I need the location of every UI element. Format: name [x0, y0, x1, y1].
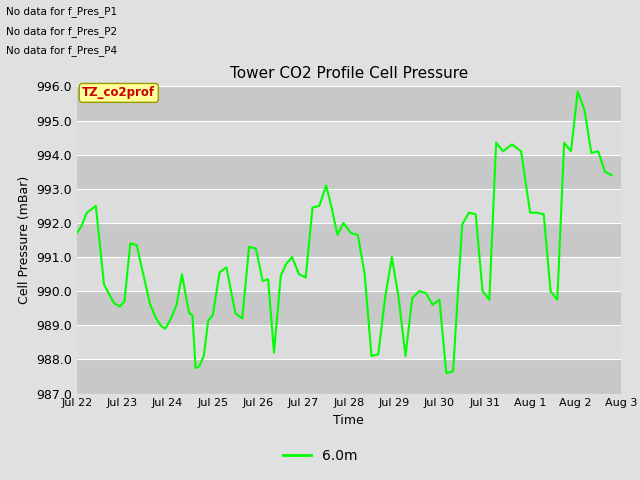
- Bar: [77, 291, 621, 325]
- Bar: [77, 257, 621, 291]
- Text: No data for f_Pres_P2: No data for f_Pres_P2: [6, 25, 118, 36]
- X-axis label: Time: Time: [333, 414, 364, 427]
- Title: Tower CO2 Profile Cell Pressure: Tower CO2 Profile Cell Pressure: [230, 66, 468, 81]
- Text: TZ_co2prof: TZ_co2prof: [82, 86, 156, 99]
- Text: No data for f_Pres_P4: No data for f_Pres_P4: [6, 45, 118, 56]
- Bar: [77, 86, 621, 120]
- Bar: [77, 360, 621, 394]
- Legend: 6.0m: 6.0m: [277, 443, 363, 468]
- Y-axis label: Cell Pressure (mBar): Cell Pressure (mBar): [17, 176, 31, 304]
- Bar: [77, 325, 621, 360]
- Text: No data for f_Pres_P1: No data for f_Pres_P1: [6, 6, 118, 17]
- Bar: [77, 189, 621, 223]
- Bar: [77, 120, 621, 155]
- Bar: [77, 223, 621, 257]
- Bar: [77, 155, 621, 189]
